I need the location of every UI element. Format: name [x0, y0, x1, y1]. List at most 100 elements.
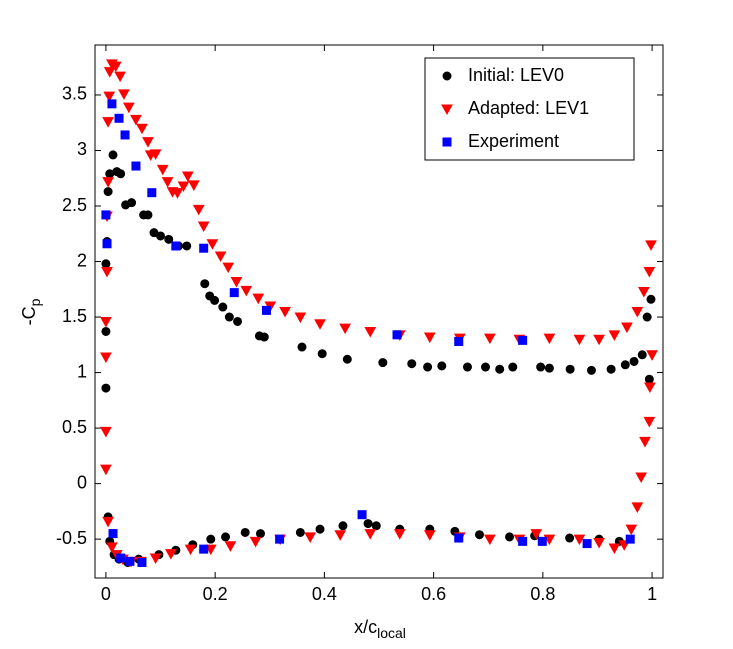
point — [495, 364, 505, 374]
point — [108, 529, 118, 539]
point — [342, 354, 352, 364]
point — [261, 305, 271, 315]
point — [565, 533, 575, 543]
point — [188, 180, 200, 191]
series — [100, 59, 658, 568]
point — [177, 181, 190, 193]
point — [543, 534, 556, 546]
y-tick-label: 1 — [77, 361, 87, 381]
point — [392, 330, 402, 340]
point — [200, 279, 210, 289]
point — [197, 221, 210, 233]
point — [537, 536, 547, 546]
legend-marker — [441, 104, 453, 116]
point — [224, 541, 237, 552]
point — [100, 352, 112, 364]
legend-label: Initial: LEV0 — [468, 65, 564, 85]
x-axis-label: x/clocal — [354, 617, 406, 641]
x-tick-label: 1 — [647, 584, 657, 604]
point — [643, 416, 656, 428]
legend-marker — [442, 71, 452, 81]
point — [530, 529, 543, 540]
point — [252, 293, 265, 305]
point — [118, 89, 130, 100]
point — [484, 333, 496, 345]
point — [102, 516, 114, 528]
point — [218, 302, 228, 312]
point — [639, 436, 651, 448]
point — [199, 243, 209, 253]
point — [638, 287, 650, 298]
point — [631, 307, 644, 318]
point — [127, 198, 137, 208]
point — [125, 556, 135, 566]
point — [543, 333, 556, 345]
point — [224, 312, 234, 322]
point — [240, 527, 250, 537]
point — [106, 542, 118, 553]
point — [454, 533, 464, 543]
y-tick-label: 0 — [77, 472, 87, 492]
point — [625, 534, 635, 544]
point — [108, 150, 118, 160]
point — [143, 210, 153, 220]
point — [255, 529, 265, 539]
x-tick-label: 0.4 — [312, 584, 337, 604]
point — [230, 277, 243, 288]
point — [645, 240, 657, 251]
point — [182, 241, 192, 251]
point — [101, 210, 111, 220]
point — [629, 356, 639, 366]
legend-marker — [442, 137, 452, 147]
point — [103, 187, 113, 197]
legend-box — [424, 57, 635, 161]
point — [171, 241, 181, 251]
point — [621, 322, 633, 334]
point — [637, 350, 647, 360]
point — [199, 544, 209, 554]
point — [462, 362, 472, 372]
point — [279, 307, 291, 318]
point — [314, 319, 326, 330]
legend-label: Experiment — [468, 131, 559, 151]
point — [120, 130, 130, 140]
point — [371, 521, 381, 531]
point — [544, 363, 554, 373]
point — [102, 177, 114, 188]
point — [518, 536, 528, 546]
point — [165, 549, 177, 560]
point — [407, 359, 417, 369]
point — [101, 326, 111, 336]
point — [130, 114, 142, 126]
point — [204, 544, 217, 556]
point — [137, 557, 147, 567]
point — [100, 426, 112, 438]
y-tick-label: 2.5 — [62, 195, 87, 215]
point — [593, 537, 605, 549]
point — [295, 527, 305, 537]
point — [147, 188, 157, 198]
y-tick-label: 2 — [77, 250, 87, 270]
point — [103, 67, 116, 78]
point — [184, 544, 197, 556]
point — [642, 312, 652, 322]
point — [625, 524, 638, 536]
point — [437, 361, 447, 371]
point — [116, 553, 126, 563]
point — [481, 362, 490, 372]
point — [635, 472, 648, 483]
y-tick-label: 3 — [77, 139, 87, 159]
point — [156, 231, 166, 241]
x-tick-label: 0.2 — [203, 584, 228, 604]
point — [192, 204, 205, 216]
point — [606, 364, 616, 374]
point — [206, 239, 219, 250]
point — [423, 530, 436, 541]
point — [586, 365, 596, 375]
point — [249, 536, 262, 548]
point — [171, 188, 184, 199]
y-tick-label: 1.5 — [62, 306, 87, 326]
point — [221, 532, 231, 542]
point — [573, 334, 586, 346]
point — [518, 335, 528, 345]
